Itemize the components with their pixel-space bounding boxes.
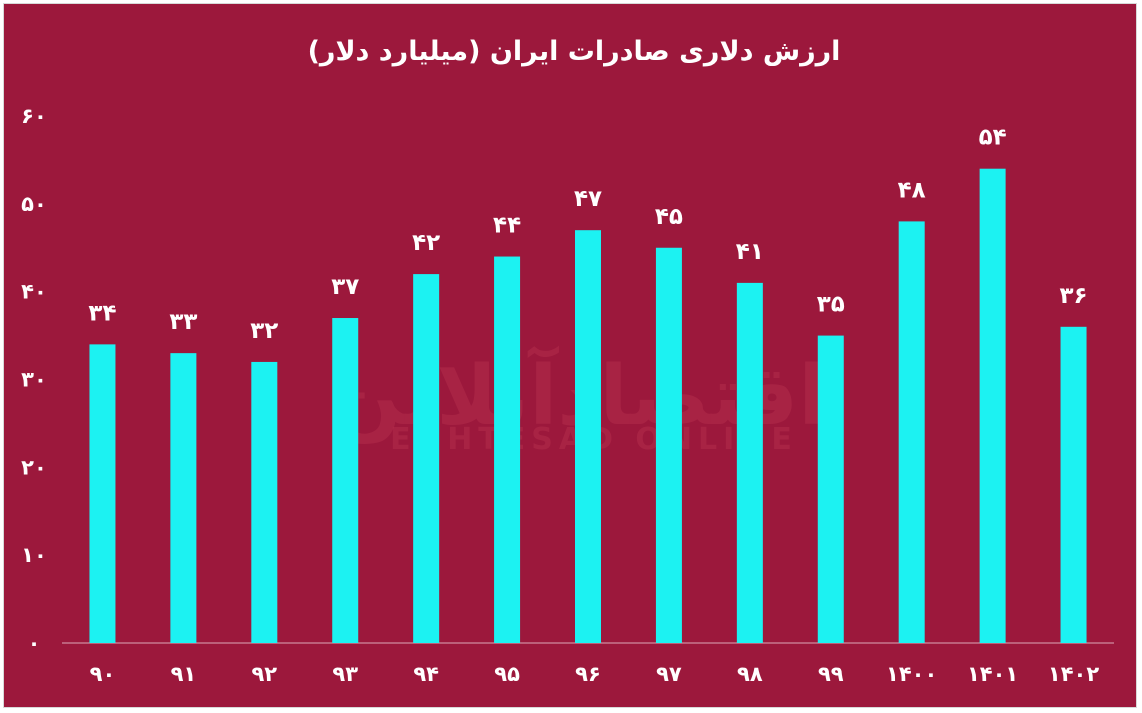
x-tick-label-12: ۱۴۰۲ (1048, 662, 1099, 686)
y-tick-label: ۶۰ (21, 104, 47, 128)
data-label-12: ۳۶ (1059, 283, 1087, 309)
data-label-3: ۳۷ (331, 274, 359, 300)
y-tick-label: ۰ (28, 631, 41, 655)
bar-10 (898, 221, 925, 643)
bar-11 (979, 168, 1006, 643)
data-label-2: ۳۲ (250, 318, 278, 344)
bars-group (89, 168, 1087, 643)
data-labels-group: ۳۴ ۳۳ ۳۲ ۳۷ ۴۲ ۴۴ ۴۷ ۴۵ ۴۱ ۳۵ ۴۸ ۵۴ ۳۶ (88, 125, 1087, 344)
bar-2 (251, 361, 278, 643)
data-label-7: ۴۵ (655, 204, 683, 230)
y-tick-label: ۲۰ (21, 455, 47, 479)
bar-9 (817, 335, 844, 643)
y-tick-label: ۴۰ (21, 280, 47, 304)
data-label-6: ۴۷ (574, 186, 602, 212)
x-tick-label-6: ۹۶ (575, 662, 601, 686)
chart-title: ارزش دلاری صادرات ایران (میلیارد دلار) (308, 36, 841, 67)
data-label-5: ۴۴ (493, 213, 521, 239)
bar-0 (89, 344, 116, 643)
bar-5 (494, 256, 521, 643)
data-label-0: ۳۴ (88, 300, 116, 326)
x-tick-label-11: ۱۴۰۱ (967, 662, 1018, 686)
bar-4 (413, 274, 440, 643)
y-axis: ۰ ۱۰ ۲۰ ۳۰ ۴۰ ۵۰ ۶۰ (21, 104, 47, 655)
y-tick-label: ۱۰ (21, 543, 47, 567)
bar-7 (655, 247, 682, 643)
chart-svg: اقتصادآنلاین EGHTESAD ONLINE ارزش دلاری … (21, 36, 1114, 686)
x-tick-label-7: ۹۷ (656, 662, 682, 686)
x-tick-label-1: ۹۱ (171, 662, 197, 686)
data-label-10: ۴۸ (898, 177, 926, 203)
x-tick-label-3: ۹۳ (332, 662, 358, 686)
data-label-8: ۴۱ (736, 239, 764, 265)
x-tick-label-4: ۹۴ (413, 662, 439, 686)
x-tick-label-0: ۹۰ (90, 662, 116, 686)
data-label-1: ۳۳ (169, 309, 197, 335)
bar-12 (1060, 326, 1087, 643)
data-label-11: ۵۴ (979, 125, 1007, 151)
y-tick-label: ۳۰ (21, 368, 47, 392)
y-tick-label: ۵۰ (21, 192, 47, 216)
bar-3 (332, 318, 359, 643)
bar-6 (575, 230, 601, 643)
bar-8 (736, 282, 763, 643)
bar-1 (170, 353, 197, 643)
x-tick-label-10: ۱۴۰۰ (886, 662, 937, 686)
chart-frame: اقتصادآنلاین EGHTESAD ONLINE ارزش دلاری … (3, 3, 1137, 708)
data-label-4: ۴۲ (412, 230, 440, 256)
x-tick-label-5: ۹۵ (494, 662, 520, 686)
x-tick-label-2: ۹۲ (251, 662, 277, 686)
x-tick-label-8: ۹۸ (737, 662, 763, 686)
x-axis: ۹۰ ۹۱ ۹۲ ۹۳ ۹۴ ۹۵ ۹۶ ۹۷ ۹۸ ۹۹ ۱۴۰۰ ۱۴۰۱ ۱۴۰۲ (90, 662, 1100, 686)
data-label-9: ۳۵ (817, 292, 845, 318)
x-tick-label-9: ۹۹ (818, 662, 844, 686)
